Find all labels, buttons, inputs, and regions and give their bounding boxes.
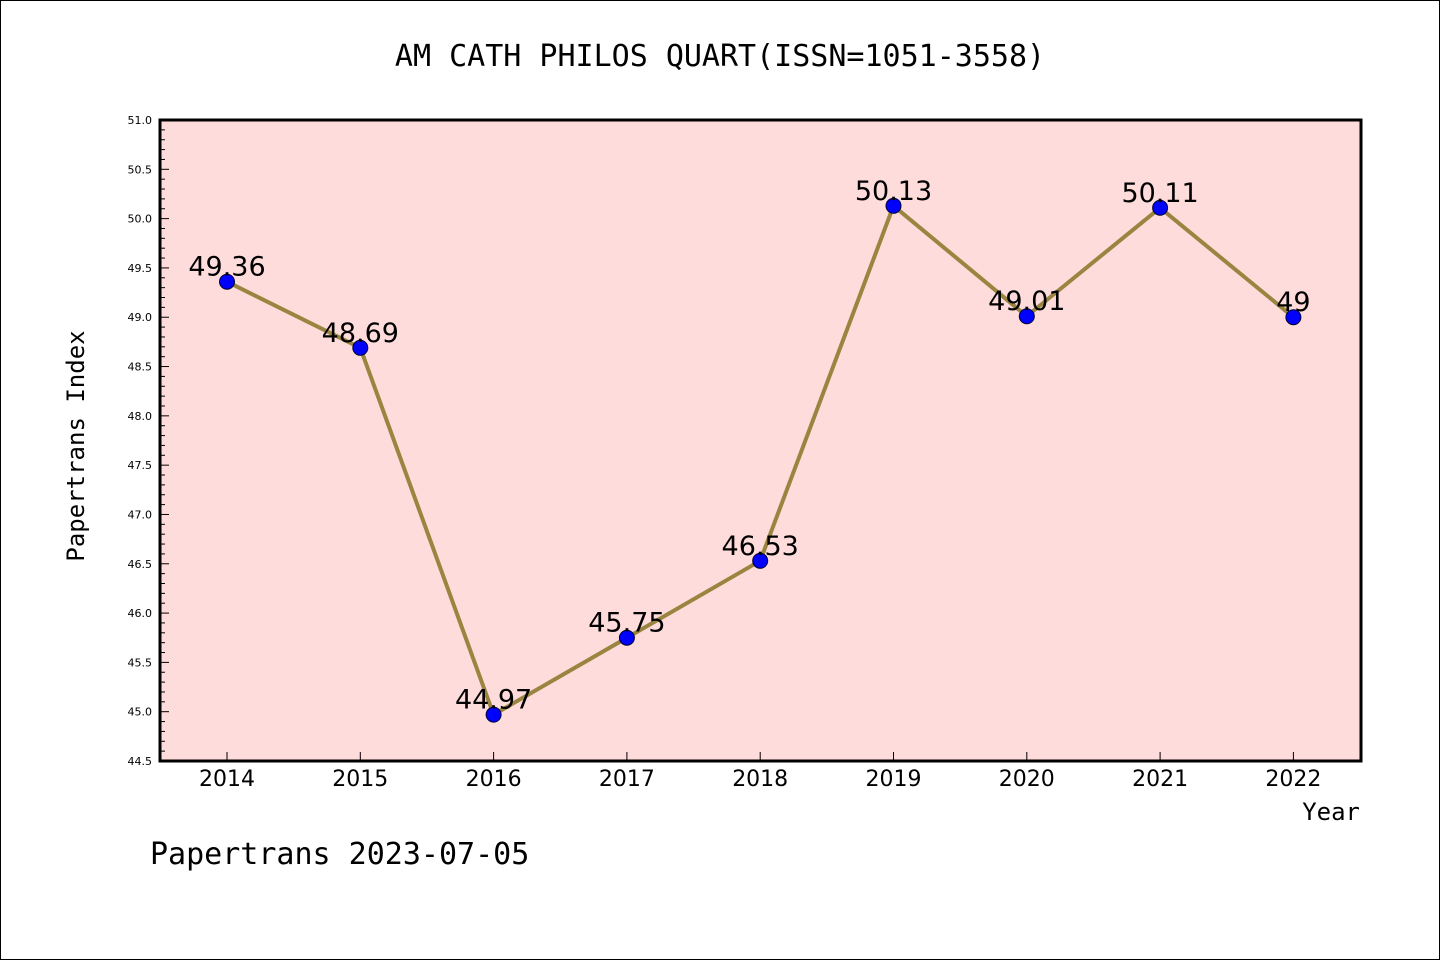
data-label: 50.11 — [1121, 178, 1198, 209]
data-label: 46.53 — [722, 531, 799, 562]
x-tick-label: 2020 — [999, 767, 1055, 792]
data-label: 48.69 — [322, 318, 399, 349]
data-point — [885, 197, 902, 214]
data-label: 44.97 — [455, 685, 532, 716]
data-label: 45.75 — [588, 608, 665, 639]
plot-area — [160, 120, 1361, 761]
y-tick-label: 49.0 — [128, 311, 153, 324]
data-point — [352, 339, 369, 356]
y-axis-label: Papertrans Index — [62, 330, 90, 561]
x-tick-label: 2017 — [599, 767, 655, 792]
y-tick-label: 47.0 — [128, 508, 153, 521]
x-tick-label: 2015 — [332, 767, 388, 792]
data-point — [219, 273, 235, 290]
x-tick-label: 2021 — [1132, 767, 1188, 792]
y-tick-label: 48.5 — [128, 361, 153, 374]
data-labels-group: 49.36 48.69 44.97 45.75 46.53 50.13 49.01 50.11… — [188, 176, 1310, 716]
data-point — [1018, 308, 1035, 325]
x-tick-label: 2019 — [866, 767, 922, 792]
data-label: 49.36 — [188, 252, 265, 283]
x-tick-label: 2014 — [199, 767, 255, 792]
data-point — [752, 552, 769, 569]
chart-title: AM CATH PHILOS QUART(ISSN=1051-3558) — [395, 39, 1045, 74]
y-tick-label: 45.5 — [128, 656, 153, 669]
x-tick-label: 2016 — [466, 767, 522, 792]
y-tick-label: 46.0 — [128, 607, 153, 620]
y-tick-label: 47.5 — [128, 459, 153, 472]
y-tick-label: 50.0 — [128, 213, 153, 226]
data-label: 50.13 — [855, 176, 932, 207]
footer-text: Papertrans 2023-07-05 — [150, 837, 529, 872]
y-tick-label: 45.0 — [128, 706, 153, 719]
y-tick-label: 51.0 — [128, 114, 153, 127]
data-point — [1285, 309, 1302, 326]
plot-border — [158, 118, 1363, 763]
y-tick-label: 46.5 — [128, 558, 153, 571]
data-point — [485, 706, 502, 723]
x-tick-label: 2022 — [1265, 767, 1321, 792]
x-tick-label: 2018 — [732, 767, 788, 792]
y-tick-label: 49.5 — [128, 262, 153, 275]
data-label: 49.01 — [988, 286, 1065, 317]
data-point — [618, 629, 635, 646]
y-tick-label: 50.5 — [128, 163, 153, 176]
series-line-group — [219, 197, 1302, 723]
y-tick-label: 48.0 — [128, 410, 153, 423]
y-axis: 44.5 45.0 45.5 46.0 46.5 47.0 47.5 48.0 48.5 49.0… — [128, 114, 169, 768]
x-axis-label: Year — [1302, 798, 1360, 826]
data-label: 49 — [1276, 287, 1310, 318]
y-tick-label: 44.5 — [128, 755, 153, 768]
data-point — [1152, 199, 1169, 216]
x-axis: 2014 2015 2016 2017 2018 2019 2020 2021 2022 — [199, 752, 1321, 792]
